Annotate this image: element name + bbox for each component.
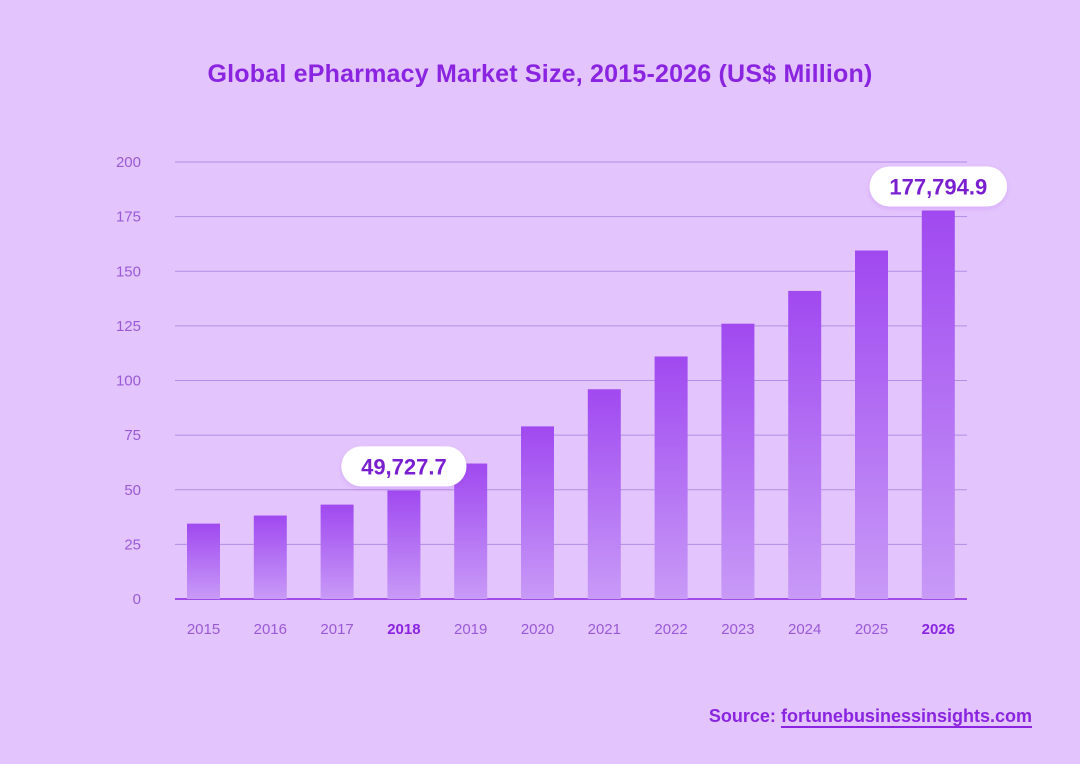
x-tick-label: 2016 [254, 621, 287, 638]
bar-2021 [587, 389, 621, 599]
source-link[interactable]: fortunebusinessinsights.com [780, 706, 1032, 726]
x-tick-label: 2026 [922, 621, 955, 638]
y-tick-label: 100 [116, 373, 141, 390]
bar-2020 [521, 426, 554, 599]
bar-2024 [788, 290, 822, 599]
callout-2026: 177,794.9 [869, 166, 1008, 207]
x-tick-label: 2021 [588, 621, 621, 638]
y-tick-label: 125 [116, 318, 141, 335]
y-axis-ticks: 0 25 50 75 100 125 150 175 200 [116, 154, 141, 608]
bar-2017 [320, 504, 354, 599]
y-tick-label: 25 [124, 536, 141, 553]
x-tick-label: 2023 [721, 621, 754, 638]
x-axis-ticks: 2015 2016 2017 2018 2019 2020 2021 2022 2023 2024… [187, 621, 955, 638]
callout-value: 177,794.9 [889, 175, 987, 200]
y-tick-label: 200 [116, 154, 141, 171]
y-tick-label: 150 [116, 263, 141, 280]
x-tick-label: 2022 [654, 621, 687, 638]
callout-bubble [869, 166, 1008, 207]
bar-2025 [855, 250, 888, 599]
x-tick-label: 2015 [187, 621, 220, 638]
chart-title: Global ePharmacy Market Size, 2015-2026 … [207, 60, 873, 88]
source-attribution: Source: fortunebusinessinsights.com [709, 706, 1032, 727]
x-tick-label: 2019 [454, 621, 487, 638]
bar-2018 [387, 490, 421, 599]
bar-2016 [253, 515, 287, 599]
x-tick-label: 2020 [521, 621, 554, 638]
callouts: 49,727.7 177,794.9 [341, 166, 1008, 487]
callout-bubble [341, 446, 467, 487]
y-tick-label: 75 [124, 427, 141, 444]
bar-2022 [654, 356, 688, 599]
y-tick-label: 0 [133, 591, 141, 608]
callout-2018: 49,727.7 [341, 446, 467, 487]
bar-2026 [921, 210, 955, 599]
bar-2019 [454, 463, 488, 599]
bars [187, 210, 955, 599]
grid-lines [175, 161, 967, 600]
callout-value: 49,727.7 [361, 454, 447, 479]
bar-2015 [187, 523, 220, 599]
source-prefix: Source: [708, 706, 776, 726]
x-tick-label: 2018 [387, 621, 420, 638]
bar-2023 [721, 323, 755, 599]
x-tick-label: 2017 [320, 621, 353, 638]
x-tick-label: 2024 [788, 621, 821, 638]
y-tick-label: 50 [124, 482, 141, 499]
x-tick-label: 2025 [855, 621, 888, 638]
y-tick-label: 175 [116, 209, 141, 226]
